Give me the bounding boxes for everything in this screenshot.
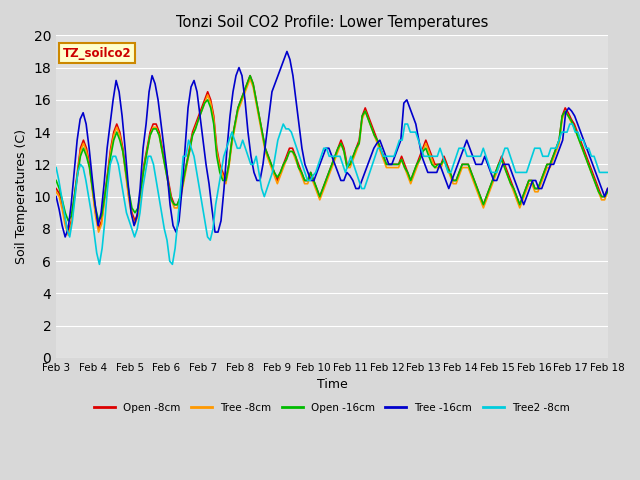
Tree -8cm (604, 189, 611, 195)
Open -8cm (246, 73, 254, 79)
Open -8cm (128, 210, 136, 216)
Open -8cm (295, 161, 303, 167)
Line: Tree -16cm: Tree -16cm (56, 51, 607, 237)
Open -8cm (337, 137, 345, 143)
Line: Tree2 -8cm: Tree2 -8cm (56, 124, 607, 264)
Tree2 -8cm (431, 154, 438, 159)
Tree -8cm (140, 165, 148, 170)
Title: Tonzi Soil CO2 Profile: Lower Temperatures: Tonzi Soil CO2 Profile: Lower Temperatur… (176, 15, 488, 30)
Tree -8cm (65, 232, 72, 238)
Y-axis label: Soil Temperatures (C): Soil Temperatures (C) (15, 129, 28, 264)
Open -8cm (228, 137, 236, 143)
Tree -16cm (52, 194, 60, 200)
Tree -8cm (228, 141, 236, 146)
Open -16cm (128, 205, 136, 211)
Tree -16cm (61, 234, 69, 240)
Tree2 -8cm (280, 121, 287, 127)
Tree2 -8cm (604, 169, 611, 175)
Tree -8cm (128, 213, 136, 219)
Open -8cm (55, 191, 63, 196)
X-axis label: Time: Time (317, 378, 348, 391)
Tree -16cm (172, 229, 180, 235)
Open -16cm (65, 218, 72, 224)
Tree -8cm (337, 141, 345, 146)
Open -8cm (65, 229, 72, 235)
Open -16cm (295, 165, 303, 170)
Open -16cm (228, 137, 236, 143)
Tree2 -8cm (95, 262, 103, 267)
Line: Open -16cm: Open -16cm (56, 76, 607, 221)
Tree2 -8cm (404, 121, 412, 127)
Open -8cm (604, 186, 611, 192)
Open -16cm (246, 73, 254, 79)
Tree -8cm (55, 194, 63, 200)
Open -16cm (337, 141, 345, 146)
Tree -16cm (283, 48, 291, 54)
Tree -8cm (246, 76, 254, 82)
Tree -16cm (142, 121, 150, 127)
Text: TZ_soilco2: TZ_soilco2 (63, 47, 131, 60)
Open -8cm (52, 186, 60, 192)
Tree -16cm (514, 186, 522, 192)
Tree2 -8cm (393, 145, 401, 151)
Tree -16cm (604, 186, 611, 192)
Tree -16cm (175, 218, 183, 224)
Open -16cm (52, 178, 60, 183)
Tree2 -8cm (561, 129, 568, 135)
Open -16cm (604, 189, 611, 195)
Legend: Open -8cm, Tree -8cm, Open -16cm, Tree -16cm, Tree2 -8cm: Open -8cm, Tree -8cm, Open -16cm, Tree -… (90, 399, 574, 417)
Tree -16cm (289, 73, 297, 79)
Tree -8cm (52, 189, 60, 195)
Line: Open -8cm: Open -8cm (56, 76, 607, 232)
Tree -8cm (295, 165, 303, 170)
Open -8cm (140, 161, 148, 167)
Line: Tree -8cm: Tree -8cm (56, 79, 607, 235)
Tree -16cm (433, 169, 440, 175)
Open -16cm (140, 165, 148, 170)
Tree2 -8cm (360, 186, 368, 192)
Tree2 -8cm (125, 218, 133, 224)
Open -16cm (55, 186, 63, 192)
Tree2 -8cm (52, 165, 60, 170)
